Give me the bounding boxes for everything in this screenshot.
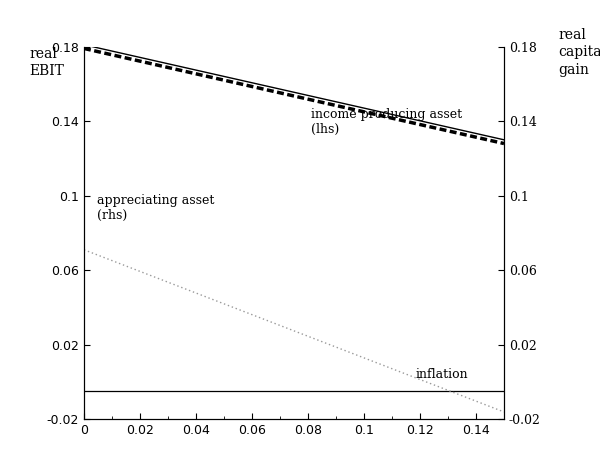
Text: real
capital
gain: real capital gain <box>559 28 600 76</box>
Text: appreciating asset
(rhs): appreciating asset (rhs) <box>97 194 214 222</box>
Text: inflation: inflation <box>416 368 469 381</box>
Text: income producing asset
(lhs): income producing asset (lhs) <box>311 108 462 136</box>
Text: real
EBIT: real EBIT <box>29 47 64 78</box>
